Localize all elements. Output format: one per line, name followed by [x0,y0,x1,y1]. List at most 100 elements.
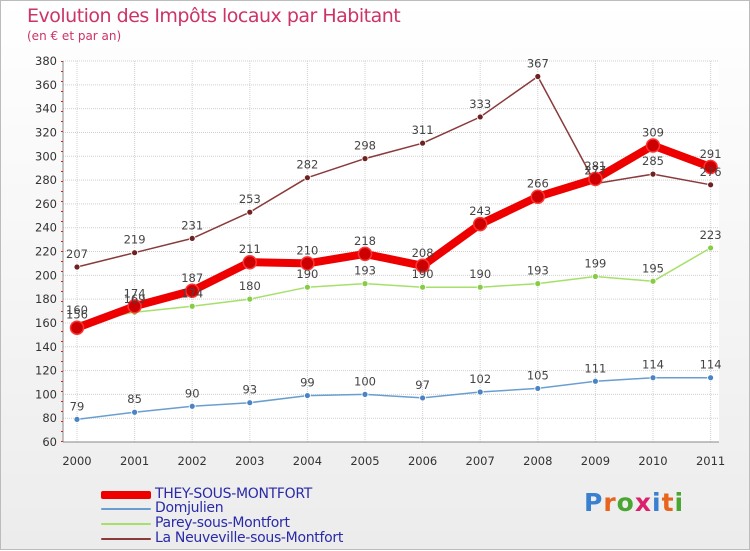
data-label: 208 [412,246,434,260]
data-point [592,377,599,385]
data-label: 243 [469,204,491,218]
y-tick-label: 140 [35,340,57,354]
data-point [188,302,196,310]
legend-label-parey: Parey-sous-Montfort [155,515,290,531]
logo-letter: i [674,488,685,517]
data-label: 90 [185,386,200,400]
data-point [476,388,484,396]
data-point [246,399,254,407]
data-label: 190 [412,267,434,281]
data-point [361,280,369,288]
data-point [592,273,599,280]
data-label: 105 [527,368,549,382]
x-tick-label: 2011 [696,454,725,468]
data-label: 207 [66,247,88,261]
x-tick-label: 2000 [62,454,91,468]
y-tick-label: 160 [35,316,57,330]
y-tick-label: 360 [35,78,57,92]
data-point [419,394,427,402]
logo-letter: P [584,488,604,517]
x-tick-label: 2010 [638,454,667,468]
data-label: 102 [469,372,491,386]
data-point [131,408,139,416]
x-tick-label: 2008 [523,454,552,468]
logo-letter: o [616,488,635,517]
series-line-3 [76,75,712,268]
legend-swatch-domjulien [101,508,151,510]
data-point [472,216,488,232]
data-point [246,208,254,216]
logo-letter: t [661,488,675,517]
data-label: 114 [700,358,722,372]
data-point [649,277,657,285]
data-point [303,174,311,182]
data-label: 156 [66,308,88,322]
data-label: 100 [354,374,376,388]
data-label: 193 [354,264,376,278]
data-point [242,254,258,270]
data-label: 218 [354,234,376,248]
y-tick-label: 300 [35,149,57,163]
data-point [645,138,661,153]
x-tick-label: 2009 [581,454,610,468]
data-label: 190 [469,267,491,281]
data-label: 193 [527,264,549,278]
data-label: 276 [700,165,722,179]
data-point [476,283,484,291]
data-point [69,320,85,335]
data-point [357,246,373,262]
data-label: 281 [584,159,606,173]
data-point [476,113,484,121]
logo-letter: i [652,488,662,517]
y-tick-label: 80 [42,411,57,425]
y-tick-label: 180 [35,292,57,306]
data-label: 97 [415,378,430,392]
data-label: 85 [127,392,142,406]
data-point [707,244,714,252]
data-point [415,258,430,274]
data-label: 223 [700,228,722,242]
data-label: 309 [642,126,664,140]
series-line-0 [73,141,715,332]
data-point [300,256,315,271]
data-point [361,155,369,163]
data-point [303,283,311,291]
data-point [649,170,657,178]
data-label: 291 [700,147,722,161]
y-tick-label: 280 [35,173,57,187]
y-tick-label: 120 [35,364,57,378]
legend-swatch-parey [101,523,151,525]
data-point [188,235,196,242]
logo-letter: x [634,488,652,517]
data-label: 93 [242,383,257,397]
data-point [361,390,369,398]
data-point [707,374,714,382]
data-label: 187 [181,271,203,285]
data-label: 219 [124,233,146,247]
data-label: 282 [296,158,318,172]
data-label: 277 [584,164,606,178]
data-label: 333 [469,97,491,111]
data-point [131,249,139,257]
data-label: 111 [584,361,606,375]
chart-subtitle: (en € et par an) [27,29,122,43]
y-tick-label: 260 [35,197,57,211]
proxiti-logo: Proxiti [584,488,684,517]
data-point [184,283,200,299]
data-label: 367 [527,56,549,70]
data-label: 190 [296,267,318,281]
data-point [188,402,196,410]
data-point [73,263,81,271]
data-label: 174 [124,286,146,300]
data-label: 210 [296,243,318,257]
data-label: 169 [124,292,146,306]
data-label: 195 [642,261,664,275]
logo-letter: r [603,488,617,517]
x-tick-label: 2005 [350,454,379,468]
data-label: 199 [584,257,606,271]
series-line-1 [76,376,712,421]
data-point [419,139,427,147]
data-label: 99 [300,376,315,390]
data-label: 114 [642,358,664,372]
